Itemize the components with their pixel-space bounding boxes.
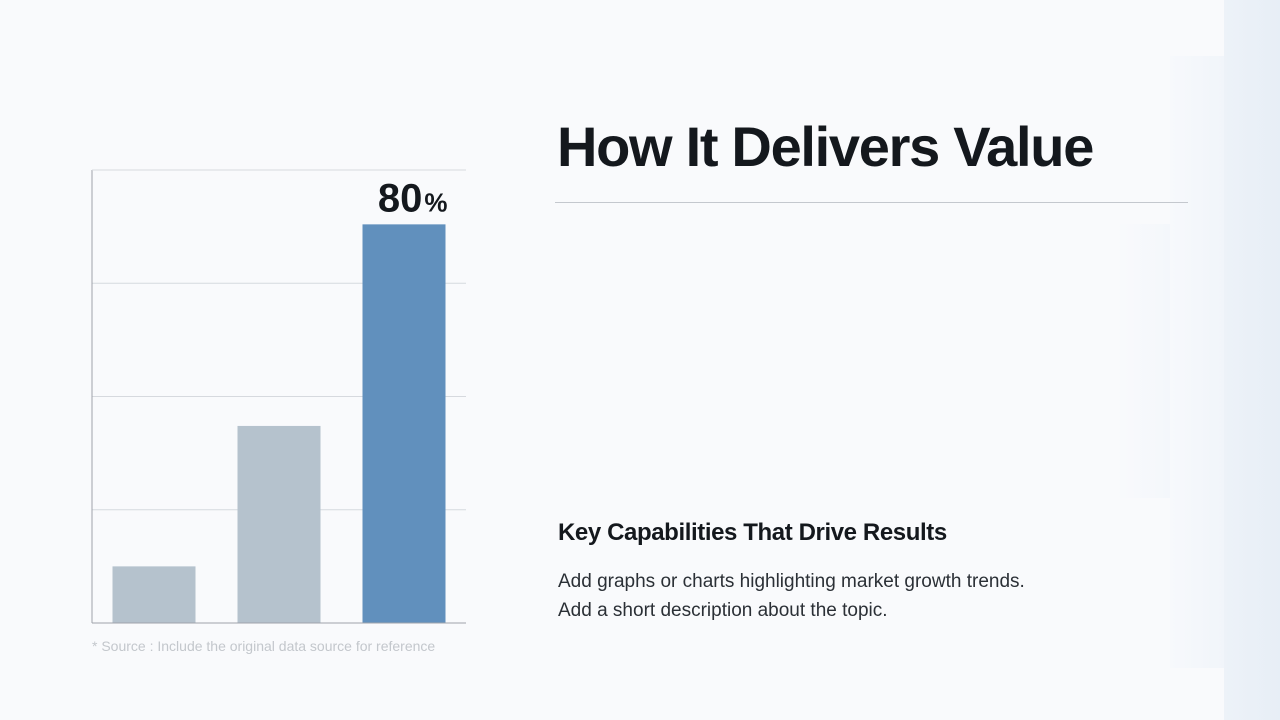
data-label-unit: % (424, 187, 447, 217)
data-label-number: 80 (378, 176, 423, 220)
bar-1 (112, 566, 196, 623)
right-decorative-panel (1170, 56, 1224, 668)
chart-axes (91, 169, 466, 624)
description-line: Add a short description about the topic. (558, 600, 888, 621)
title-divider (555, 202, 1188, 203)
data-label-bar-3: 80% (378, 176, 448, 220)
source-note: * Source : Include the original data sou… (92, 638, 436, 654)
description-line: Add graphs or charts highlighting market… (558, 571, 1025, 592)
right-decorative-panel-inner (1116, 224, 1170, 498)
chart-bars (112, 224, 446, 624)
section-subtitle: Key Capabilities That Drive Results (558, 519, 947, 546)
right-decorative-strip (1224, 0, 1280, 720)
bar-3 (362, 224, 446, 624)
page-title: How It Delivers Value (557, 115, 1094, 178)
description: Add graphs or charts highlighting market… (558, 567, 1118, 625)
bar-2 (237, 425, 321, 623)
